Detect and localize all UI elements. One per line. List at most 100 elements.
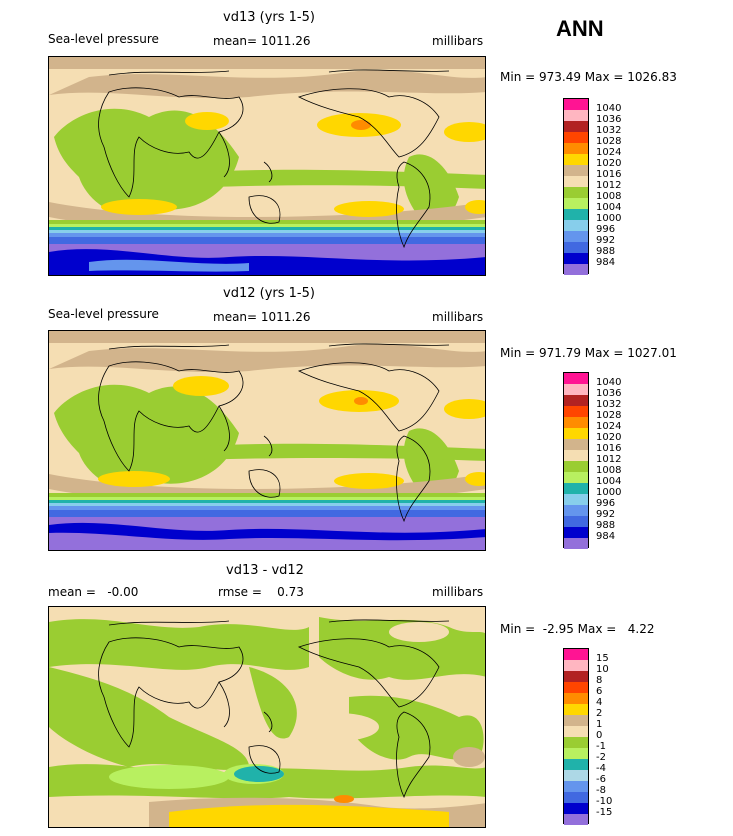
colorbar-swatch xyxy=(564,472,588,483)
colorbar-label: 2 xyxy=(596,708,603,719)
colorbar-label: 1000 xyxy=(596,487,622,498)
panel3-colorbar-labels: 15 10 8 6 4 2 1 0 -1 -2 -4 -6 -8 -10 -15 xyxy=(596,653,612,818)
colorbar-label: -4 xyxy=(596,763,606,774)
colorbar-swatch xyxy=(564,748,588,759)
panel1-mean: mean= 1011.26 xyxy=(213,34,311,48)
panel2-colorbar xyxy=(563,372,589,549)
colorbar-swatch xyxy=(564,406,588,417)
colorbar-label: 992 xyxy=(596,235,616,246)
colorbar-swatch xyxy=(564,242,588,253)
colorbar-label: 1024 xyxy=(596,421,622,432)
panel1-map-svg xyxy=(49,57,485,275)
colorbar-label: 1016 xyxy=(596,443,622,454)
panel3-minmax: Min = -2.95 Max = 4.22 xyxy=(500,622,655,636)
colorbar-label: 984 xyxy=(596,531,616,542)
colorbar-swatch xyxy=(564,649,588,660)
panel2-colorbar-labels: 1040 1036 1032 1028 1024 1020 1016 1012 … xyxy=(596,377,621,542)
colorbar-swatch xyxy=(564,384,588,395)
colorbar-label: -10 xyxy=(596,796,613,807)
colorbar-swatch xyxy=(564,253,588,264)
colorbar-swatch xyxy=(564,428,588,439)
colorbar-label: 1004 xyxy=(596,202,622,213)
colorbar-swatch xyxy=(564,264,588,275)
colorbar-swatch xyxy=(564,704,588,715)
colorbar-label: -8 xyxy=(596,785,606,796)
colorbar-label: 1020 xyxy=(596,158,622,169)
colorbar-label: 1036 xyxy=(596,114,622,125)
season-label: ANN xyxy=(556,16,604,41)
colorbar-swatch xyxy=(564,715,588,726)
colorbar-swatch xyxy=(564,187,588,198)
colorbar-label: 1032 xyxy=(596,125,622,136)
colorbar-label: 1020 xyxy=(596,432,622,443)
colorbar-label: 996 xyxy=(596,498,616,509)
panel2-minmax: Min = 971.79 Max = 1027.01 xyxy=(500,346,677,360)
panel2-map xyxy=(48,330,486,551)
colorbar-label: 10 xyxy=(596,664,609,675)
panel1-colorbar-labels: 1040 1036 1032 1028 1024 1020 1016 1012 … xyxy=(596,103,621,268)
panel3-units: millibars xyxy=(432,585,484,599)
panel1-colorbar xyxy=(563,98,589,275)
colorbar-label: 992 xyxy=(596,509,616,520)
colorbar-label: 1008 xyxy=(596,191,622,202)
colorbar-swatch xyxy=(564,682,588,693)
panel3-colorbar xyxy=(563,648,589,825)
colorbar-label: 996 xyxy=(596,224,616,235)
colorbar-label: -1 xyxy=(596,741,606,752)
panel1-title: vd13 (yrs 1-5) xyxy=(223,10,315,25)
colorbar-swatch xyxy=(564,803,588,814)
panel2-units: millibars xyxy=(432,310,484,324)
colorbar-swatch xyxy=(564,165,588,176)
colorbar-swatch xyxy=(564,373,588,384)
colorbar-swatch xyxy=(564,781,588,792)
colorbar-swatch xyxy=(564,726,588,737)
panel1-variable: Sea-level pressure xyxy=(48,32,159,46)
panel1-map xyxy=(48,56,486,276)
colorbar-swatch xyxy=(564,439,588,450)
colorbar-swatch xyxy=(564,483,588,494)
colorbar-label: -15 xyxy=(596,807,613,818)
colorbar-swatch xyxy=(564,693,588,704)
colorbar-swatch xyxy=(564,395,588,406)
colorbar-swatch xyxy=(564,99,588,110)
colorbar-swatch xyxy=(564,505,588,516)
colorbar-swatch xyxy=(564,450,588,461)
panel3-mean: mean = -0.00 xyxy=(48,585,139,599)
colorbar-swatch xyxy=(564,154,588,165)
colorbar-label: 1028 xyxy=(596,410,622,421)
colorbar-swatch xyxy=(564,792,588,803)
panel3-rmse: rmse = 0.73 xyxy=(218,585,304,599)
colorbar-label: 1028 xyxy=(596,136,622,147)
colorbar-label: 1036 xyxy=(596,388,622,399)
colorbar-label: 1012 xyxy=(596,454,622,465)
colorbar-swatch xyxy=(564,814,588,825)
colorbar-label: 4 xyxy=(596,697,603,708)
colorbar-swatch xyxy=(564,538,588,549)
colorbar-swatch xyxy=(564,209,588,220)
colorbar-label: 0 xyxy=(596,730,603,741)
colorbar-swatch xyxy=(564,527,588,538)
colorbar-swatch xyxy=(564,660,588,671)
panel2-mean: mean= 1011.26 xyxy=(213,310,311,324)
colorbar-label: 1040 xyxy=(596,103,622,114)
panel3-map-svg xyxy=(49,607,485,827)
colorbar-swatch xyxy=(564,516,588,527)
panel2-variable: Sea-level pressure xyxy=(48,307,159,321)
colorbar-swatch xyxy=(564,198,588,209)
panel3-title: vd13 - vd12 xyxy=(226,563,304,578)
colorbar-swatch xyxy=(564,220,588,231)
colorbar-swatch xyxy=(564,231,588,242)
colorbar-swatch xyxy=(564,176,588,187)
panel3-map xyxy=(48,606,486,828)
colorbar-label: 1016 xyxy=(596,169,622,180)
colorbar-swatch xyxy=(564,143,588,154)
colorbar-label: 15 xyxy=(596,653,609,664)
colorbar-label: 1032 xyxy=(596,399,622,410)
colorbar-label: 1040 xyxy=(596,377,622,388)
colorbar-label: 984 xyxy=(596,257,616,268)
colorbar-swatch xyxy=(564,494,588,505)
colorbar-swatch xyxy=(564,770,588,781)
panel1-minmax: Min = 973.49 Max = 1026.83 xyxy=(500,70,677,84)
colorbar-label: 1008 xyxy=(596,465,622,476)
colorbar-label: 988 xyxy=(596,520,616,531)
